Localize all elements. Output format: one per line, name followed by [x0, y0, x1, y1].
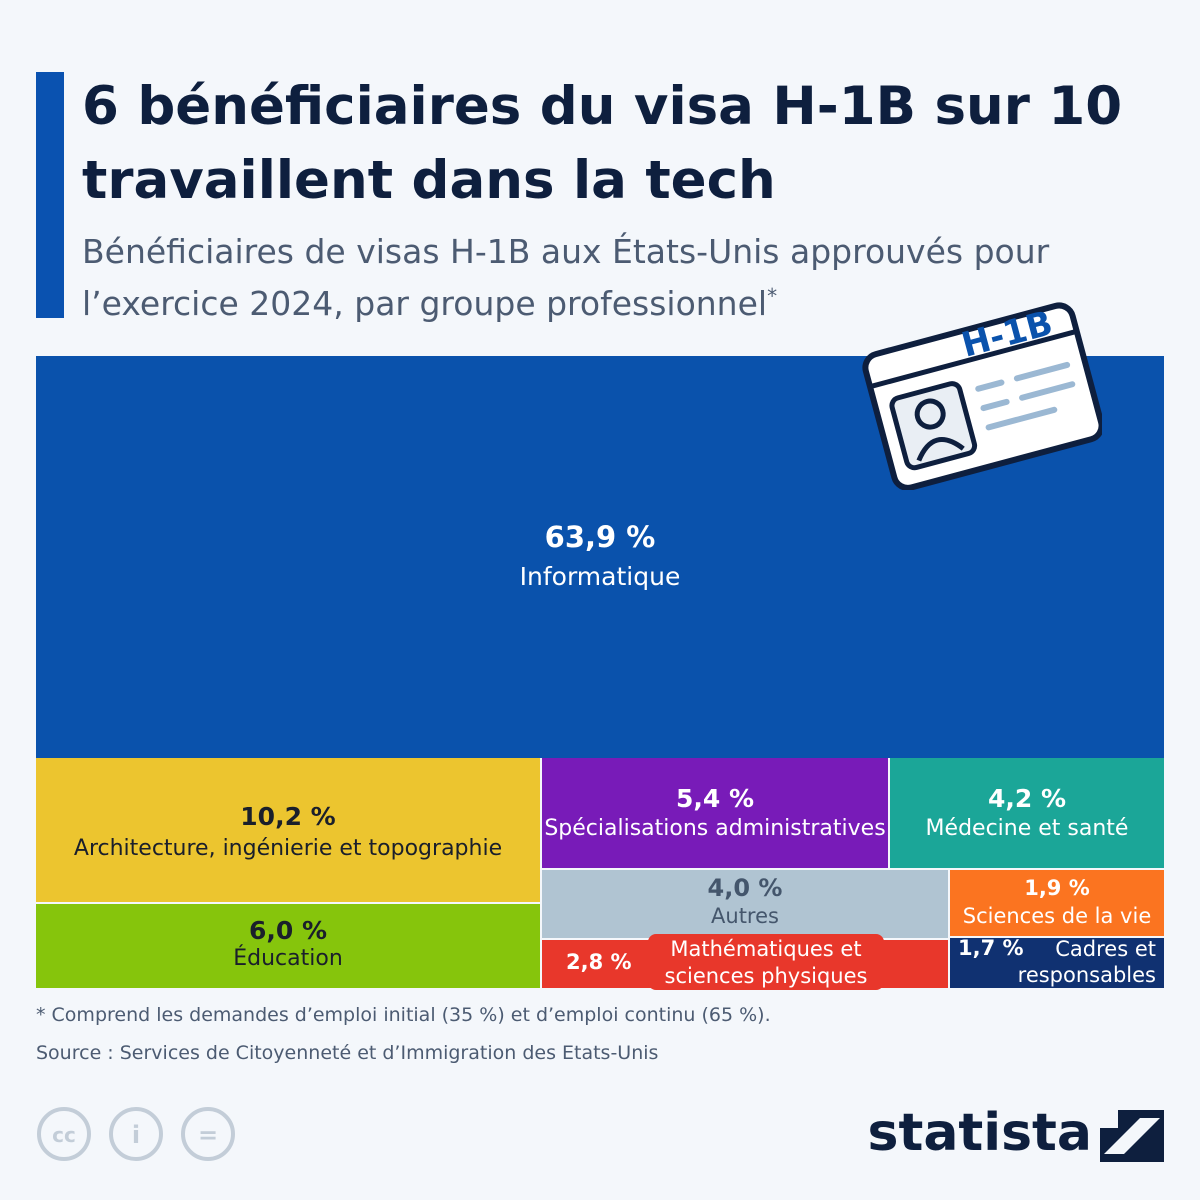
- tile-cadres: 1,7 % Cadres et responsables: [950, 936, 1164, 988]
- title-accent-bar: [36, 72, 64, 318]
- value-label-autres: 4,0 %: [707, 874, 783, 902]
- subtitle-text: Bénéficiaires de visas H-1B aux États-Un…: [82, 232, 1050, 323]
- category-label-medecine: Médecine et santé: [925, 816, 1129, 841]
- attribution-text: i: [132, 1121, 140, 1149]
- value-label-cadres: 1,7 %: [958, 936, 1024, 960]
- statista-logo-icon: [1100, 1110, 1164, 1162]
- tile-specialisations: 5,4 % Spécialisations administratives: [542, 758, 890, 868]
- subtitle-footnote-mark: *: [767, 284, 778, 308]
- value-label-sciences-vie: 1,9 %: [1024, 876, 1090, 900]
- attribution-icon: i: [109, 1107, 163, 1161]
- value-label-specialisations: 5,4 %: [675, 784, 755, 813]
- chart-subtitle: Bénéficiaires de visas H-1B aux États-Un…: [82, 230, 1172, 326]
- h1b-card-icon: H-1B: [862, 302, 1102, 490]
- category-label-sciences-vie: Sciences de la vie: [962, 904, 1152, 928]
- cc-license-icon: cc: [37, 1107, 91, 1161]
- chart-title: 6 bénéficiaires du visa H-1B sur 10 trav…: [82, 76, 1123, 211]
- no-derivatives-icon: =: [181, 1107, 235, 1161]
- category-label-architecture: Architecture, ingénierie et topographie: [73, 836, 503, 861]
- category-label-cadres: Cadres et responsables: [1017, 937, 1156, 987]
- value-label-architecture: 10,2 %: [240, 802, 336, 831]
- category-label-mathematiques: Mathématiques et sciences physiques: [664, 937, 868, 988]
- value-label-medecine: 4,2 %: [987, 784, 1067, 813]
- value-label-mathematiques: 2,8 %: [566, 950, 632, 974]
- cc-license-text: cc: [52, 1123, 76, 1147]
- category-label-specialisations: Spécialisations administratives: [544, 816, 886, 841]
- tile-sciences-vie: 1,9 % Sciences de la vie: [950, 868, 1164, 936]
- statista-logo-text: statista: [867, 1103, 1092, 1163]
- tile-medecine: 4,2 % Médecine et santé: [890, 758, 1164, 868]
- tile-architecture: 10,2 % Architecture, ingénierie et topog…: [36, 758, 542, 902]
- category-label-education: Éducation: [233, 946, 343, 971]
- footnote: * Comprend les demandes d’emploi initial…: [36, 1004, 771, 1026]
- category-label-informatique: Informatique: [519, 562, 681, 591]
- no-derivatives-text: =: [198, 1121, 218, 1149]
- tile-autres: 4,0 % Autres: [542, 868, 950, 938]
- tile-education: 6,0 % Éducation: [36, 902, 542, 988]
- value-label-informatique: 63,9 %: [544, 520, 656, 554]
- label-background-mathematiques: [648, 934, 884, 990]
- value-label-education: 6,0 %: [248, 916, 328, 945]
- source-note: Source : Services de Citoyenneté et d’Im…: [36, 1042, 659, 1064]
- category-label-autres: Autres: [711, 904, 779, 928]
- tile-mathematiques: 2,8 % Mathématiques et sciences physique…: [542, 934, 950, 990]
